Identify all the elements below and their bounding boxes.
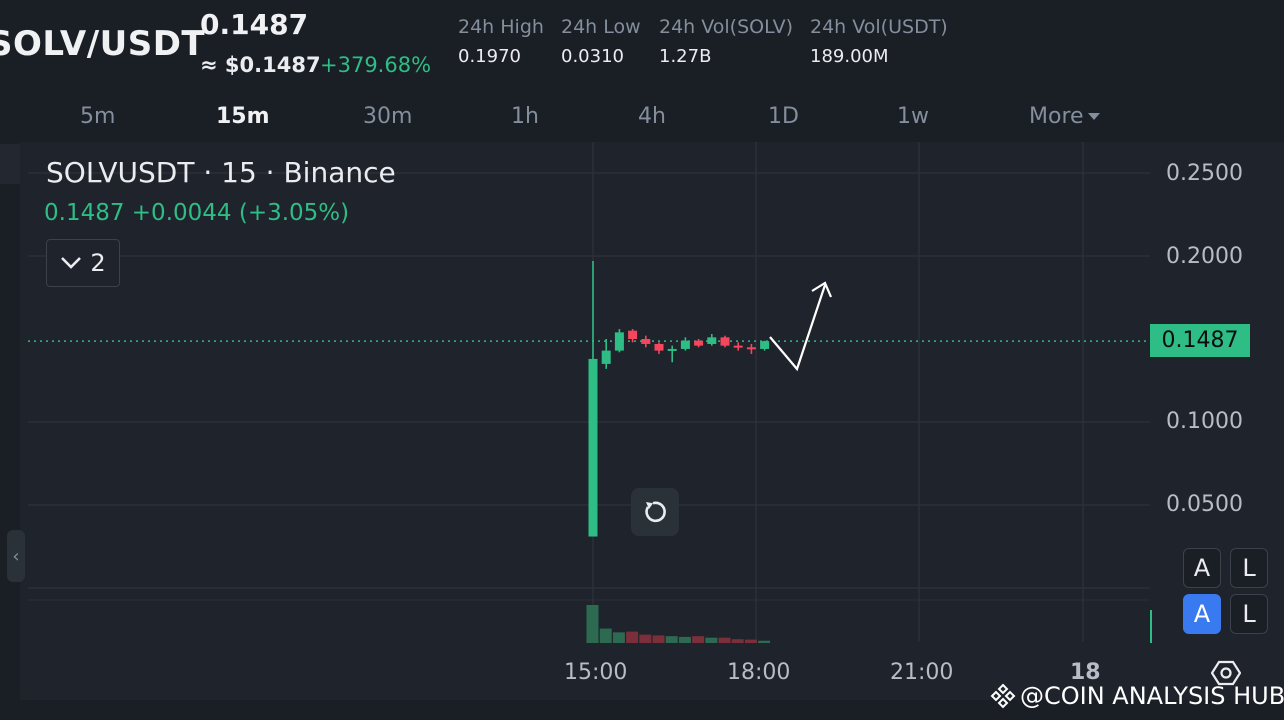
caret-down-icon [1087,113,1100,120]
volume-bar [758,640,771,643]
candle-body [654,343,664,351]
stat-24h-vol-base-value: 1.27B [659,46,712,67]
watermark: @COIN ANALYSIS HUB [990,682,1284,710]
volume-bar [652,635,665,643]
expand-toolbar-button[interactable]: ‹ [7,530,25,582]
x-axis-label: 18 [1070,660,1101,685]
stat-24h-high-label: 24h High [458,16,544,38]
indicator-count: 2 [90,249,106,277]
candle-body [667,348,677,351]
timeframe-tab-1d[interactable]: 1D [768,104,799,129]
more-label: More [1029,104,1084,129]
chevron-down-icon [61,257,82,269]
timeframe-tab-1w[interactable]: 1w [897,104,929,129]
candle-body [746,347,756,350]
candles [588,260,770,537]
volume-bar [678,636,691,643]
chart-legend-title: SOLVUSDT · 15 · Binance [46,156,396,189]
bottom-band [0,700,1284,720]
timeframe-more-dropdown[interactable]: More [1029,104,1100,129]
y-axis-label: 0.0500 [1166,492,1243,517]
candlestick-chart[interactable] [0,142,1284,700]
candle-body [641,339,651,344]
usd-equivalent-price: ≈ $0.1487 [200,53,321,77]
stat-24h-high-value: 0.1970 [458,46,521,67]
volume-bars [586,605,1152,643]
drawn-trend-arrow [769,284,827,372]
volume-bar [718,637,731,643]
price-change-percent: +379.68% [320,53,432,77]
auto-scale-button[interactable]: A [1183,548,1221,588]
y-axis-label: 0.2000 [1166,244,1243,269]
volume-bar [731,639,744,643]
candle-body [720,337,730,346]
log-scale-button[interactable]: L [1230,548,1268,588]
chevron-left-icon: ‹ [12,545,20,567]
stat-24h-low-value: 0.0310 [561,46,624,67]
y-axis-label: 0.2500 [1166,161,1243,186]
chart-settings-icon[interactable] [1211,658,1241,688]
candle-body [760,341,770,349]
candle-body [628,330,638,339]
timeframe-tab-15m[interactable]: 15m [216,104,270,129]
stat-24h-vol-base-label: 24h Vol(SOLV) [659,16,794,38]
trading-pair-title[interactable]: SOLV/USDT [0,24,206,64]
volume-bar [692,636,705,643]
volume-bar [586,605,599,643]
volume-bar [599,628,612,643]
indicator-collapse-button[interactable]: 2 [46,239,120,287]
volume-bar [612,632,625,643]
volume-log-scale-button[interactable]: L [1230,594,1268,634]
chart-panel[interactable] [20,142,1284,700]
x-axis-label: 18:00 [727,660,791,685]
drawing-annotations [769,281,833,372]
volume-bar [705,637,718,643]
volume-bar [665,636,678,643]
stat-24h-vol-quote-label: 24h Vol(USDT) [810,16,948,38]
timeframe-tab-4h[interactable]: 4h [638,104,666,129]
stat-24h-vol-quote-value: 189.00M [810,46,889,67]
binance-logo-icon [990,683,1016,709]
timeframe-tab-5m[interactable]: 5m [80,104,116,129]
stat-24h-low-label: 24h Low [561,16,641,38]
drawn-arrow-head [811,281,833,298]
refresh-icon [645,501,666,523]
volume-bar [626,631,639,643]
reset-chart-button[interactable] [631,488,679,536]
current-price-tag: 0.1487 [1150,324,1250,357]
volume-bar [639,634,652,643]
left-toolbar-top [0,144,20,184]
candle-body [588,358,598,537]
candle-body [707,337,717,344]
candle-body [680,340,690,349]
candle-body [601,350,611,364]
timeframe-tab-30m[interactable]: 30m [363,104,413,129]
candle-body [614,332,624,351]
timeframe-tab-1h[interactable]: 1h [511,104,539,129]
x-axis-label: 21:00 [890,660,954,685]
y-axis-label: 0.1000 [1166,409,1243,434]
watermark-text: @COIN ANALYSIS HUB [1020,682,1284,710]
volume-axis-marker [1150,610,1152,643]
last-price: 0.1487 [200,8,309,41]
x-axis-label: 15:00 [564,660,628,685]
candle-body [694,340,704,346]
chart-legend-quote: 0.1487 +0.0044 (+3.05%) [44,200,350,226]
volume-bar [744,639,757,643]
candle-body [733,345,743,348]
volume-auto-scale-button[interactable]: A [1183,594,1221,634]
